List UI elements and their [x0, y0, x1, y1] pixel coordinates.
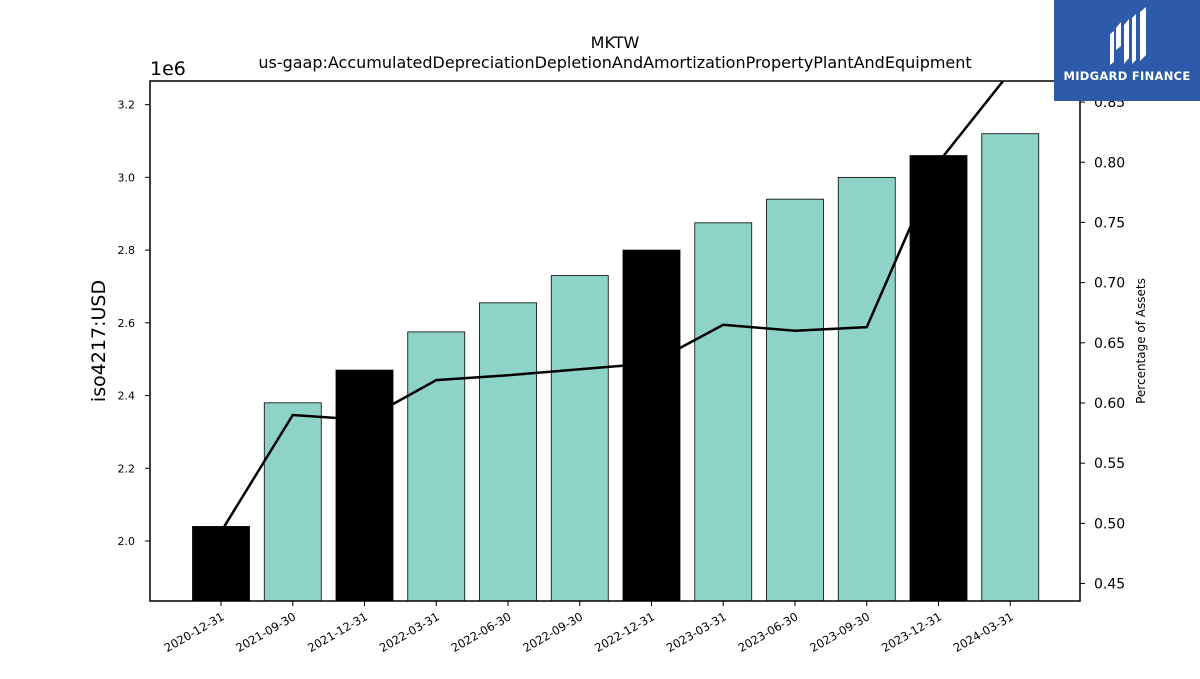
x-tick-label: 2023-12-31 [879, 609, 944, 655]
percentage-of-assets-line [219, 81, 1005, 533]
bar-2023-03-31 [694, 222, 753, 602]
plot-frame [149, 80, 1081, 602]
bar-2024-03-31 [981, 133, 1040, 602]
bar-2023-09-30 [837, 176, 896, 602]
x-tick-label: 2022-06-30 [449, 609, 514, 655]
y-tick-label: 2.0 [118, 535, 136, 548]
y-tick-label: 2.4 [118, 390, 136, 403]
bar-2023-06-30 [766, 198, 824, 602]
chart-subtitle: us-gaap:AccumulatedDepreciationDepletion… [258, 53, 971, 72]
bar-2022-03-31 [407, 331, 466, 602]
y2-axis-label: Percentage of Assets [1134, 278, 1148, 404]
chart-title: MKTW [591, 33, 640, 52]
bar-2023-12-31 [909, 155, 968, 602]
x-tick-label: 2022-03-31 [377, 609, 442, 655]
bar-2022-12-31 [622, 249, 681, 602]
y-tick-label: 2.8 [118, 244, 136, 257]
x-tick-label: 2023-09-30 [807, 609, 872, 655]
y-offset-label: 1e6 [150, 58, 186, 80]
y2-tick-label: 0.55 [1094, 456, 1125, 472]
y2-tick-label: 0.45 [1094, 577, 1125, 593]
y2-tick-label: 0.70 [1094, 276, 1125, 292]
y-tick-label: 2.2 [118, 462, 136, 475]
bar-2020-12-31 [192, 526, 250, 602]
x-tick-label: 2020-12-31 [162, 609, 227, 655]
y-axis-label: iso4217:USD [88, 280, 110, 402]
midgard-finance-logo: MIDGARD FINANCE [1054, 0, 1200, 101]
bar-2022-06-30 [479, 302, 537, 602]
x-tick-label: 2022-09-30 [520, 609, 585, 655]
bar-2021-12-31 [335, 369, 394, 602]
bar-2021-09-30 [263, 402, 322, 602]
y2-tick-label: 0.75 [1094, 215, 1125, 231]
midgard-logo-icon [1110, 7, 1146, 65]
y-tick-label: 3.2 [118, 99, 136, 112]
y2-tick-label: 0.50 [1094, 516, 1125, 532]
y-tick-label: 2.6 [118, 317, 136, 330]
y2-tick-label: 0.60 [1094, 396, 1125, 412]
logo-wordmark: MIDGARD FINANCE [1063, 69, 1191, 83]
x-tick-label: 2024-03-31 [951, 609, 1016, 655]
y2-tick-label: 0.80 [1094, 155, 1125, 171]
x-tick-label: 2022-12-31 [592, 609, 657, 655]
x-tick-label: 2021-09-30 [233, 609, 298, 655]
x-tick-label: 2023-06-30 [736, 609, 801, 655]
y2-tick-label: 0.65 [1094, 336, 1125, 352]
x-tick-label: 2023-03-31 [664, 609, 729, 655]
bar-2022-09-30 [550, 275, 609, 602]
x-tick-label: 2021-12-31 [305, 609, 370, 655]
y-tick-label: 3.0 [118, 171, 136, 184]
